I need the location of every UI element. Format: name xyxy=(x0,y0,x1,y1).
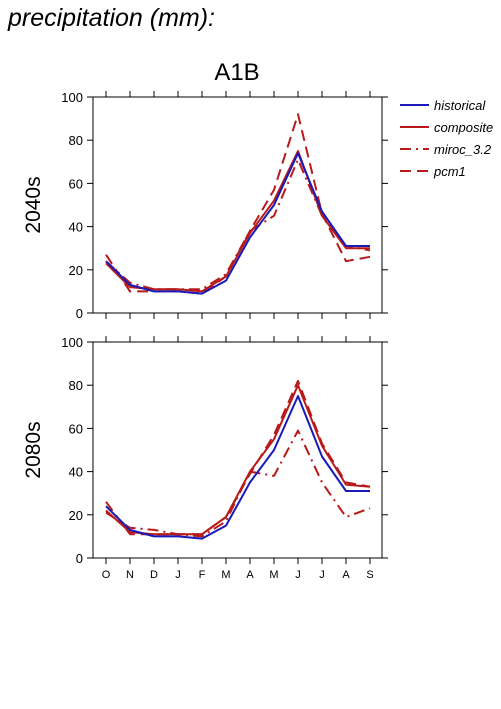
x-tick-label: D xyxy=(150,569,158,581)
legend-label-pcm1: pcm1 xyxy=(433,164,466,179)
x-tick-label: J xyxy=(175,569,181,581)
y-tick-label: 100 xyxy=(61,90,83,105)
legend-label-miroc-3-2: miroc_3.2 xyxy=(434,142,492,157)
series-line-pcm1 xyxy=(105,113,371,295)
y-tick-label: 100 xyxy=(61,335,83,350)
plot-frame xyxy=(92,96,383,314)
y-tick-label: 60 xyxy=(69,421,83,436)
series-line-historical xyxy=(105,395,370,540)
x-tick-label: A xyxy=(246,569,254,581)
y-tick-label: 40 xyxy=(69,465,83,480)
y-tick-label: 20 xyxy=(69,263,83,278)
y-tick-label: 0 xyxy=(76,306,83,321)
legend-label-composite: composite xyxy=(434,120,493,135)
panel-2040s: 0 20 40 60 80 100 2040s xyxy=(22,90,388,321)
page-title: precipitation (mm): xyxy=(8,4,215,32)
y-tick-label: 60 xyxy=(69,176,83,191)
y-tick-label: 20 xyxy=(69,508,83,523)
chart-title: A1B xyxy=(214,59,259,86)
y-axis-label: 2080s xyxy=(22,421,45,478)
series-line-miroc-3-2 xyxy=(105,429,371,538)
y-axis-label: 2040s xyxy=(22,176,45,233)
x-tick-label: S xyxy=(366,569,373,581)
y-tick-label: 80 xyxy=(69,133,83,148)
x-tick-label: A xyxy=(342,569,350,581)
x-tick-label: M xyxy=(269,569,278,581)
panel-2080s: 0 20 40 60 80 100 O N D J F M A M J J A S 2080s xyxy=(22,335,388,581)
x-tick-label: O xyxy=(102,569,111,581)
x-tick-label: F xyxy=(199,569,206,581)
y-tick-label: 80 xyxy=(69,378,83,393)
x-tick-label: N xyxy=(126,569,134,581)
series-line-composite xyxy=(105,384,371,536)
y-tick-label: 40 xyxy=(69,220,83,235)
series-line-historical xyxy=(105,152,370,295)
y-tick-label: 0 xyxy=(76,551,83,566)
legend: historical composite miroc_3.2 pcm1 xyxy=(400,98,493,179)
plot-frame xyxy=(92,341,383,559)
x-tick-label: M xyxy=(221,569,230,581)
legend-label-historical: historical xyxy=(434,98,486,113)
x-tick-label: J xyxy=(319,569,325,581)
x-tick-label: J xyxy=(295,569,301,581)
series-line-composite xyxy=(105,150,370,293)
series-line-pcm1 xyxy=(105,379,371,536)
